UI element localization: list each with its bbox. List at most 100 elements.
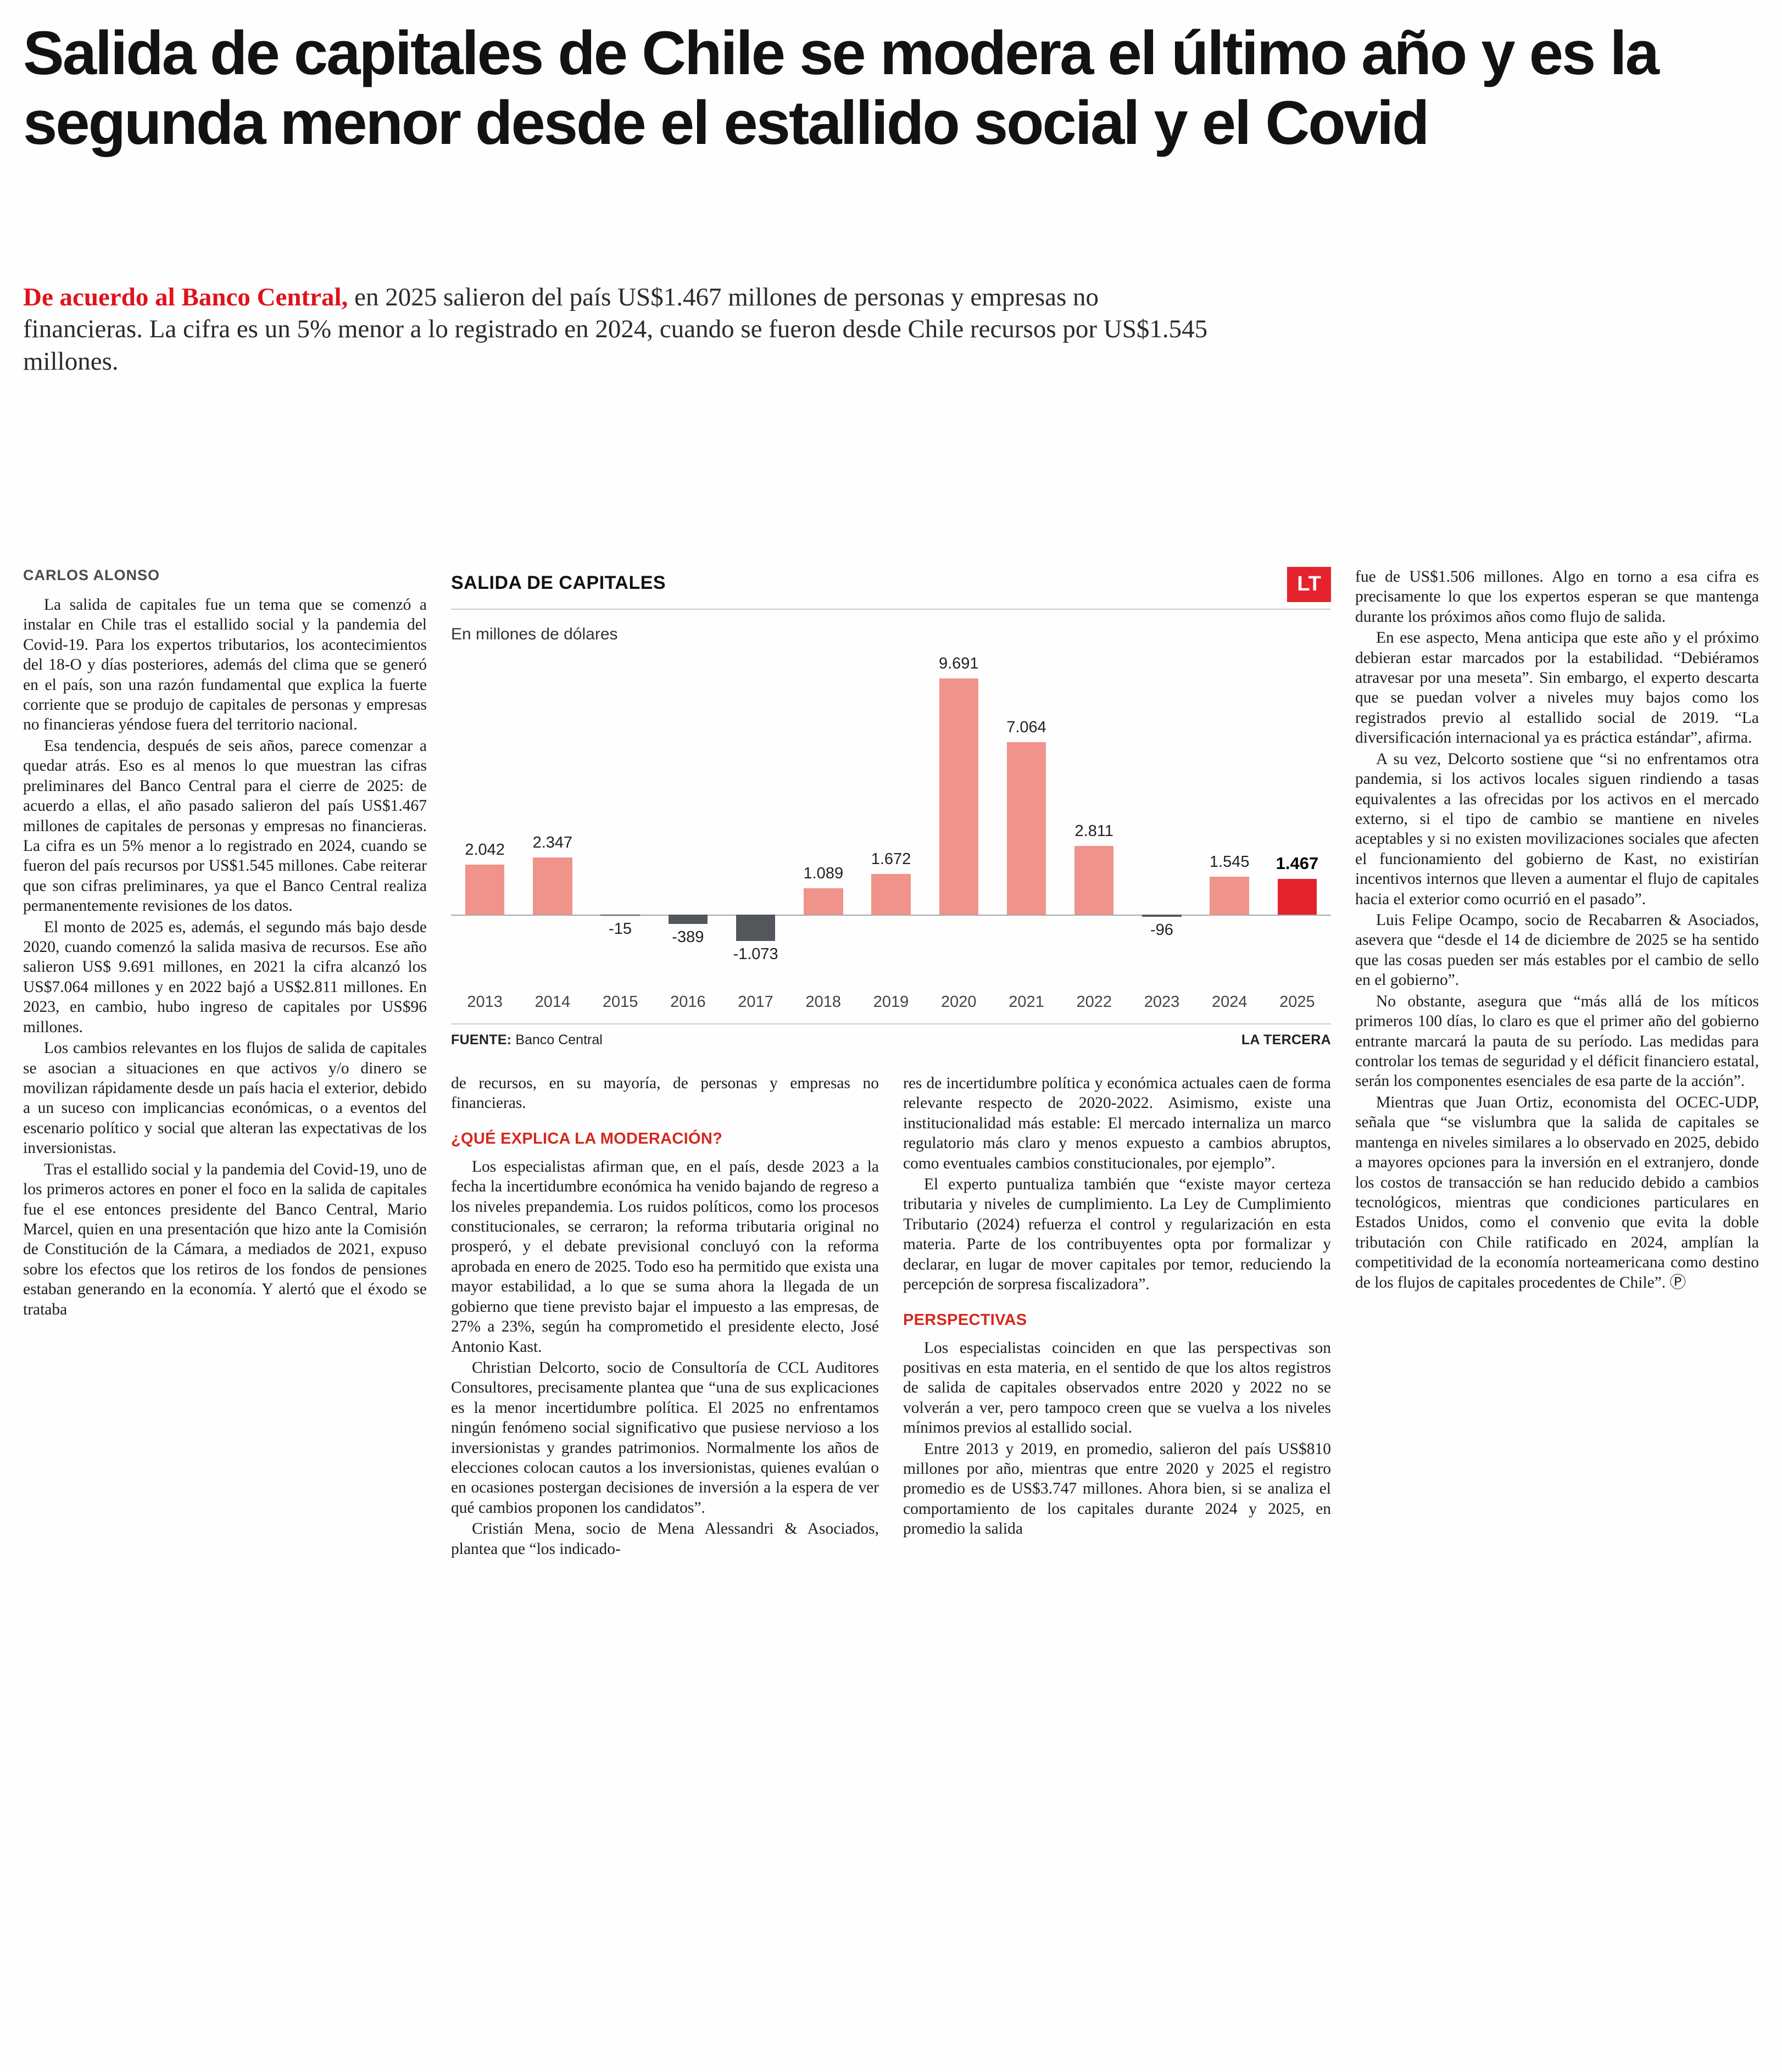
bar-group-2019: 1.672 bbox=[857, 648, 925, 989]
paragraph: El monto de 2025 es, además, el segundo … bbox=[23, 918, 427, 1036]
source-label: FUENTE: bbox=[451, 1032, 512, 1048]
year-label: 2019 bbox=[873, 993, 909, 1011]
paragraph: Luis Felipe Ocampo, socio de Recabarren … bbox=[1355, 911, 1759, 989]
bar-2016 bbox=[668, 914, 708, 924]
source-value: Banco Central bbox=[515, 1032, 603, 1048]
bar-2020 bbox=[939, 678, 978, 915]
paragraph: La salida de capitales fue un tema que s… bbox=[23, 595, 427, 734]
bar-group-2017: -1.073 bbox=[722, 648, 789, 989]
bar-value-label: 1.467 bbox=[1276, 853, 1319, 873]
bar-group-2018: 1.089 bbox=[789, 648, 857, 989]
bar-group-2015: -15 bbox=[586, 648, 654, 989]
paragraph: res de incertidumbre política y económic… bbox=[903, 1074, 1331, 1172]
column-3-text: Los especialistas coinciden en que las p… bbox=[903, 1338, 1331, 1539]
bar-2025 bbox=[1277, 878, 1317, 915]
column-2: de recursos, en su mayoría, de personas … bbox=[451, 1073, 879, 1559]
bar-group-2021: 7.064 bbox=[993, 648, 1060, 989]
year-label: 2014 bbox=[534, 993, 571, 1011]
bar-2024 bbox=[1210, 877, 1249, 915]
bar-2019 bbox=[871, 873, 911, 915]
bar-group-2023: -96 bbox=[1128, 648, 1195, 989]
column-3-text-top: El experto puntualiza también que “exist… bbox=[903, 1174, 1331, 1295]
bar-value-label: -1.073 bbox=[733, 945, 778, 963]
paragraph: Tras el estallido social y la pandemia d… bbox=[23, 1160, 427, 1318]
chart-title: SALIDA DE CAPITALES bbox=[451, 572, 666, 593]
paragraph: A su vez, Delcorto sostiene que “si no e… bbox=[1355, 750, 1759, 908]
year-label: 2018 bbox=[805, 993, 842, 1011]
year-label: 2021 bbox=[1009, 993, 1044, 1011]
year-label: 2025 bbox=[1279, 993, 1315, 1011]
column-1: CARLOS ALONSO La salida de capitales fue… bbox=[23, 567, 427, 1559]
year-label: 2022 bbox=[1076, 993, 1112, 1011]
article-body: CARLOS ALONSO La salida de capitales fue… bbox=[23, 566, 1759, 1559]
bar-2018 bbox=[804, 888, 843, 915]
chart-year-row: 2013 2014 2015 2016 2017 2018 2019 2020 2021 2022… bbox=[451, 993, 1331, 1011]
paragraph: de recursos, en su mayoría, de personas … bbox=[451, 1074, 879, 1112]
bar-2023 bbox=[1142, 914, 1182, 917]
byline: CARLOS ALONSO bbox=[23, 566, 160, 583]
paragraph: Los especialistas coinciden en que las p… bbox=[903, 1339, 1331, 1437]
bar-2013 bbox=[465, 865, 505, 915]
bar-2022 bbox=[1074, 846, 1114, 915]
year-label: 2023 bbox=[1144, 993, 1180, 1011]
lead-text: en 2025 salieron del país US$1.467 millo… bbox=[23, 283, 1208, 376]
bar-group-2020: 9.691 bbox=[925, 648, 993, 989]
bar-value-label: 2.042 bbox=[465, 841, 505, 859]
bar-value-label: 2.347 bbox=[532, 833, 573, 851]
middle-section: SALIDA DE CAPITALES LT En millones de dó… bbox=[451, 566, 1331, 1559]
paragraph: Los cambios relevantes en los flujos de … bbox=[23, 1039, 427, 1157]
paragraph: Esa tendencia, después de seis años, par… bbox=[23, 737, 427, 915]
chart-footer: FUENTE: Banco Central LA TERCERA bbox=[451, 1023, 1331, 1048]
bar-2021 bbox=[1006, 742, 1046, 915]
bar-value-label: 1.545 bbox=[1209, 853, 1250, 871]
bar-value-label: -15 bbox=[609, 920, 632, 938]
zero-axis-line bbox=[451, 914, 1331, 916]
lead-paragraph: De acuerdo al Banco Central, en 2025 sal… bbox=[23, 281, 1215, 377]
year-label: 2020 bbox=[941, 993, 977, 1011]
capital-outflow-chart: SALIDA DE CAPITALES LT En millones de dó… bbox=[451, 566, 1331, 1048]
bar-value-label: 2.811 bbox=[1074, 822, 1113, 840]
bar-group-2014: 2.347 bbox=[519, 648, 586, 989]
paragraph: El experto puntualiza también que “exist… bbox=[903, 1176, 1331, 1294]
chart-credit: LA TERCERA bbox=[1241, 1032, 1331, 1048]
year-label: 2015 bbox=[602, 993, 638, 1011]
column-4-text: En ese aspecto, Mena anticipa que este a… bbox=[1355, 628, 1759, 1293]
bar-value-label: 1.089 bbox=[803, 864, 844, 882]
bar-group-2013: 2.042 bbox=[451, 648, 519, 989]
column-4: fue de US$1.506 millones. Algo en torno … bbox=[1355, 567, 1759, 1559]
bar-group-2025: 1.467 bbox=[1263, 648, 1331, 989]
year-label: 2013 bbox=[467, 993, 503, 1011]
paragraph: Mientras que Juan Ortiz, economista del … bbox=[1355, 1093, 1759, 1291]
bar-2015 bbox=[600, 914, 640, 916]
chart-plot: 2.042 2.347 -15 -389 -1.073 1.089 1.672 9.691 7.… bbox=[451, 648, 1331, 989]
paragraph: En ese aspecto, Mena anticipa que este a… bbox=[1355, 629, 1759, 747]
section-heading-moderacion: ¿QUÉ EXPLICA LA MODERACIÓN? bbox=[451, 1129, 723, 1148]
paragraph: Cristián Mena, socio de Mena Alessandri … bbox=[451, 1520, 879, 1558]
section-heading-perspectivas: PERSPECTIVAS bbox=[903, 1311, 1027, 1329]
bar-value-label: 1.672 bbox=[871, 850, 911, 868]
lead-highlight: De acuerdo al Banco Central, bbox=[23, 283, 348, 312]
chart-source: FUENTE: Banco Central bbox=[451, 1032, 603, 1048]
middle-text-columns: de recursos, en su mayoría, de personas … bbox=[451, 1073, 1331, 1559]
column-1-text: La salida de capitales fue un tema que s… bbox=[23, 595, 427, 1319]
headline: Salida de capitales de Chile se modera e… bbox=[23, 19, 1660, 157]
column-3: res de incertidumbre política y económic… bbox=[903, 1073, 1331, 1559]
paragraph: Los especialistas afirman que, en el paí… bbox=[451, 1157, 879, 1356]
bar-value-label: 7.064 bbox=[1006, 718, 1046, 737]
bar-value-label: 9.691 bbox=[938, 654, 979, 672]
year-label: 2024 bbox=[1211, 993, 1248, 1011]
paragraph: No obstante, asegura que “más allá de lo… bbox=[1355, 992, 1759, 1090]
column-2-text: Los especialistas afirman que, en el paí… bbox=[451, 1157, 879, 1559]
bar-value-label: -389 bbox=[672, 928, 704, 946]
bar-group-2024: 1.545 bbox=[1196, 648, 1263, 989]
year-label: 2016 bbox=[670, 993, 706, 1011]
paragraph: Entre 2013 y 2019, en promedio, salieron… bbox=[903, 1440, 1331, 1538]
bar-group-2022: 2.811 bbox=[1060, 648, 1128, 989]
chart-subtitle: En millones de dólares bbox=[451, 625, 618, 643]
year-label: 2017 bbox=[738, 993, 773, 1011]
paragraph: fue de US$1.506 millones. Algo en torno … bbox=[1355, 567, 1759, 626]
lt-logo: LT bbox=[1287, 566, 1331, 602]
bar-2014 bbox=[533, 857, 572, 915]
bar-2017 bbox=[736, 914, 776, 941]
